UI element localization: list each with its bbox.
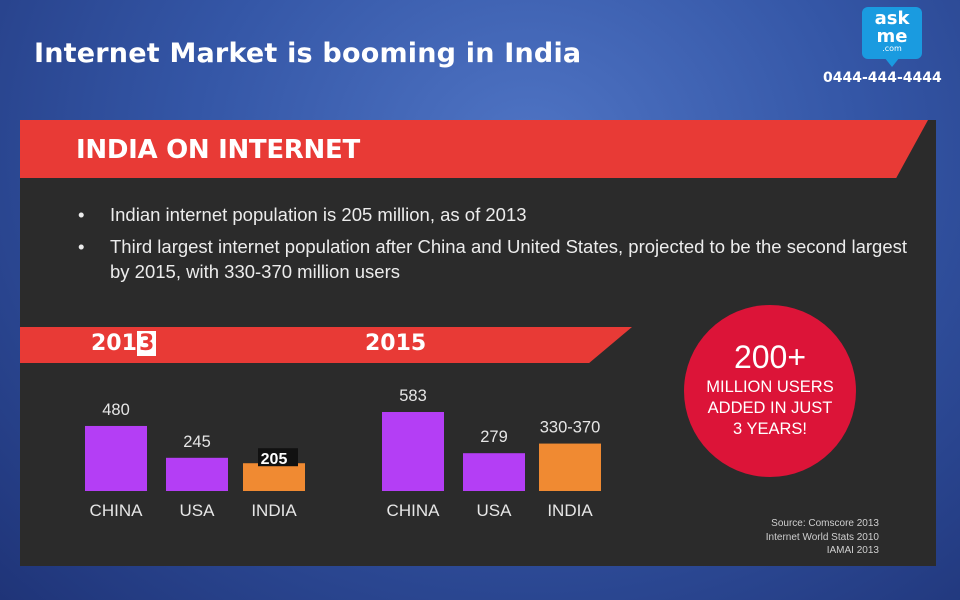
logo-text-ask: ask xyxy=(874,8,910,29)
sources: Source: Comscore 2013 Internet World Sta… xyxy=(766,517,879,558)
logo-speech-tail xyxy=(884,57,900,67)
bar-2015-usa xyxy=(463,453,525,491)
source-line: Internet World Stats 2010 xyxy=(765,531,879,543)
slide-title: Internet Market is booming in India xyxy=(34,38,582,69)
year-label-2013: 2013 xyxy=(91,331,157,356)
data-label: 245 xyxy=(183,433,211,451)
year-banner xyxy=(20,327,632,363)
year-label-2015: 2015 xyxy=(365,331,427,356)
users-added-callout: 200+ MILLION USERS ADDED IN JUST 3 YEARS… xyxy=(684,305,856,477)
bar-2013-china xyxy=(85,425,147,491)
bar-charts: 480 CHINA 245 USA 205 INDIA 583 CHINA 279 USA 330-… xyxy=(85,387,601,520)
category-label: INDIA xyxy=(251,501,297,520)
data-label: 583 xyxy=(399,387,427,405)
infographic-panel: INDIA ON INTERNET Indian internet popula… xyxy=(20,120,936,566)
bullet-item: Third largest internet population after … xyxy=(72,234,912,284)
data-label: 279 xyxy=(480,428,508,446)
bar-2015-china xyxy=(382,412,444,491)
bar-2015-india xyxy=(539,443,601,491)
data-label: 205 xyxy=(261,451,288,468)
callout-value: 200+ xyxy=(733,339,807,375)
data-label-background xyxy=(258,448,298,467)
year-prefix: 201 xyxy=(91,331,137,356)
category-label: INDIA xyxy=(547,501,593,520)
logo-text-me: me xyxy=(876,26,908,47)
year-highlight: 3 xyxy=(136,331,157,356)
category-label: USA xyxy=(180,501,216,520)
bullet-list: Indian internet population is 205 millio… xyxy=(72,202,912,291)
logo-text-com: .com xyxy=(882,44,902,53)
category-label: CHINA xyxy=(90,501,144,520)
heading-banner xyxy=(20,120,928,178)
askme-logo[interactable]: ask me .com xyxy=(862,7,922,59)
callout-text: MILLION USERS ADDED IN JUST 3 YEARS! xyxy=(706,378,834,438)
category-label: CHINA xyxy=(387,501,441,520)
phone-number: 0444-444-4444 xyxy=(823,70,942,86)
data-label: 330-370 xyxy=(540,419,601,437)
category-label: USA xyxy=(477,501,513,520)
infographic-heading: INDIA ON INTERNET xyxy=(76,135,360,165)
source-line: IAMAI 2013 xyxy=(826,545,879,556)
bar-2013-usa xyxy=(166,457,228,491)
bullet-item: Indian internet population is 205 millio… xyxy=(72,202,912,227)
data-label: 480 xyxy=(102,401,130,419)
source-line: Source: Comscore 2013 xyxy=(771,518,879,529)
bar-2013-india xyxy=(243,463,305,491)
